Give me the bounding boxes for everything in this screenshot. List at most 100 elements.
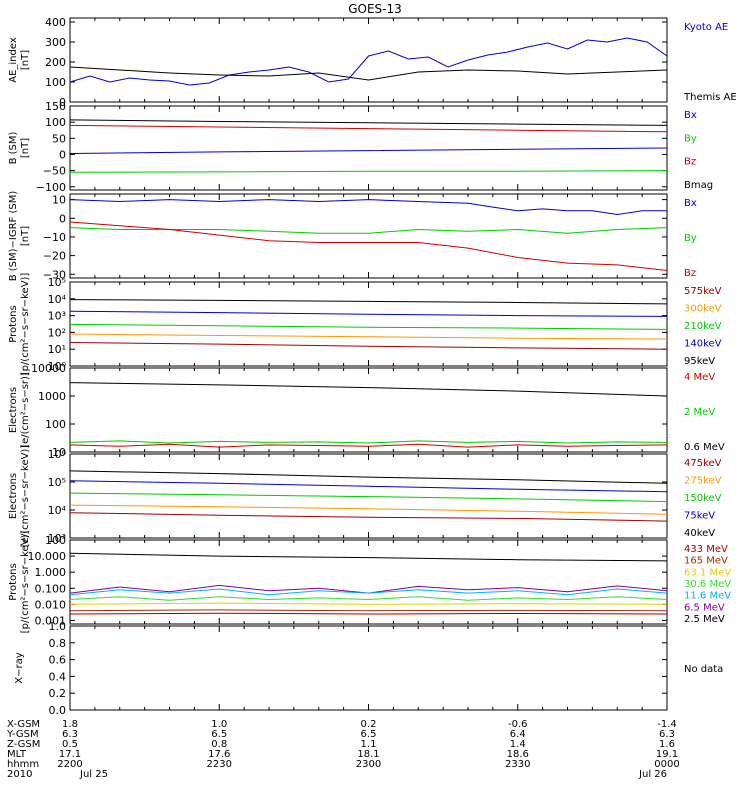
footer-row-label: hhmm — [7, 759, 39, 770]
y-axis-label: [nT] — [20, 50, 31, 70]
y-axis-label: Electrons — [8, 387, 19, 433]
legend-entry: Bz — [684, 268, 696, 279]
footer-value: 1.6 — [659, 739, 675, 750]
y-tick-label: 10⁶ — [48, 448, 67, 461]
footer-value: 18.1 — [357, 749, 379, 760]
legend-entry: 11.6 MeV — [684, 591, 731, 602]
y-tick-label: 50 — [52, 132, 66, 145]
legend-entry: 300keV — [684, 304, 722, 315]
panel-frame — [69, 539, 668, 625]
footer-value: -1.4 — [657, 719, 677, 730]
footer-value: 6.4 — [510, 729, 526, 740]
panel-1: 0 100 200 300 400 AE_index [nT] Kyoto AE Themis … — [8, 16, 737, 109]
y-tick-label: 10.000 — [28, 550, 67, 563]
y-axis-label: AE_index — [8, 37, 19, 83]
footer-value: 17.6 — [208, 749, 230, 760]
legend-entry: 75keV — [684, 511, 715, 522]
legend-entry: By — [684, 233, 697, 244]
y-tick-label: 0 — [59, 212, 66, 225]
panel-8: 0.0 0.2 0.4 0.6 0.8 1.0 X−ray No data — [14, 620, 723, 717]
y-tick-label: 0 — [59, 96, 66, 109]
y-tick-label: 10 — [52, 446, 66, 459]
series-4-mev — [69, 443, 668, 448]
y-axis-label: B (SM) — [8, 131, 19, 164]
y-axis-label: [e/(cm²−s−sr−keV)] — [20, 445, 31, 548]
series-bx — [69, 199, 667, 216]
series-kyoto-ae — [69, 37, 668, 86]
y-axis-label: [nT] — [20, 138, 31, 158]
legend-entry: 575keV — [684, 286, 722, 297]
footer-value: 6.3 — [62, 729, 78, 740]
series-575kev — [69, 342, 668, 350]
footer-row-label: Y-GSM — [6, 729, 39, 740]
footer-value: 17.1 — [59, 749, 81, 760]
series-40kev — [69, 470, 668, 484]
y-tick-label: 10³ — [48, 532, 66, 545]
y-tick-label: −10 — [43, 231, 66, 244]
y-tick-label: 100 — [45, 534, 66, 547]
y-tick-label: 10¹ — [48, 343, 66, 356]
footer-value: 1.0 — [211, 719, 227, 730]
legend-entry: Themis AE — [683, 92, 737, 103]
y-axis-label: [e/(cm²−s−sr)] — [20, 372, 31, 448]
y-tick-label: 10³ — [48, 310, 66, 323]
y-tick-label: 0.2 — [49, 687, 67, 700]
legend-entry: 475keV — [684, 458, 722, 469]
figure-title: GOES-13 — [348, 2, 402, 16]
y-tick-label: 1.0 — [49, 620, 67, 633]
footer-value: 6.5 — [361, 729, 377, 740]
y-tick-label: 1000 — [38, 390, 66, 403]
y-tick-label: 10² — [48, 326, 66, 339]
series-210kev — [69, 323, 668, 330]
y-tick-label: 400 — [45, 16, 66, 29]
legend-entry: Bx — [684, 110, 697, 121]
footer-value: 1.8 — [62, 719, 78, 730]
footer-value: 2330 — [505, 759, 530, 770]
y-tick-label: −20 — [43, 250, 66, 263]
legend-entry: 0.6 MeV — [684, 442, 725, 453]
footer-ephemeris: X-GSMY-GSMZ-GSMMLThhmm20101.86.30.517.12… — [6, 719, 680, 780]
legend-entry: Kyoto AE — [684, 22, 728, 33]
y-tick-label: −30 — [43, 268, 66, 281]
footer-row-label: 2010 — [7, 769, 32, 780]
y-axis-label: [nT] — [20, 226, 31, 246]
legend-entry: 30.6 MeV — [684, 579, 731, 590]
series-2-mev — [69, 440, 668, 444]
y-tick-label: 10⁴ — [48, 504, 67, 517]
y-axis-label: Protons — [8, 305, 19, 342]
series-275kev — [69, 504, 668, 515]
y-tick-label: 150 — [45, 100, 66, 113]
y-axis-label: [p/(cm²−s−sr−keV)] — [20, 273, 31, 376]
legend-entry: Bmag — [684, 180, 713, 191]
legend-entry: 165 MeV — [684, 556, 728, 567]
y-tick-label: 10⁰ — [48, 360, 67, 373]
panel-frame — [69, 625, 668, 711]
legend-entry: 95keV — [684, 356, 715, 367]
y-tick-label: 10⁴ — [48, 293, 67, 306]
series-bmag — [69, 119, 668, 126]
series-themis-ae — [69, 66, 668, 81]
panel-frame — [69, 281, 668, 367]
footer-value: 1.1 — [361, 739, 377, 750]
footer-value: 0.8 — [211, 739, 227, 750]
y-tick-label: 0 — [59, 148, 66, 161]
series-30-6-mev — [69, 596, 668, 601]
legend-entry: 210keV — [684, 321, 722, 332]
footer-row-label: X-GSM — [7, 719, 40, 730]
series-433-mev — [69, 612, 668, 615]
series-11-6-mev — [69, 588, 668, 596]
y-tick-label: 100 — [45, 76, 66, 89]
y-tick-label: 0.4 — [49, 670, 67, 683]
legend-entry: 4 MeV — [684, 372, 715, 383]
y-axis-label: B (SM)−IGRF (SM) — [8, 191, 19, 282]
y-axis-label: [p/(cm²−s−sr−keV)] — [20, 531, 31, 634]
panel-frame — [69, 367, 668, 453]
y-axis-label: X−ray — [14, 652, 25, 683]
series-75kev — [69, 480, 668, 493]
footer-row-label: MLT — [7, 749, 27, 760]
series-bz — [69, 221, 668, 271]
y-tick-label: 0.100 — [35, 582, 67, 595]
y-tick-label: −100 — [36, 181, 66, 194]
series-by — [69, 170, 668, 173]
legend-entry: 2.5 MeV — [684, 614, 725, 625]
